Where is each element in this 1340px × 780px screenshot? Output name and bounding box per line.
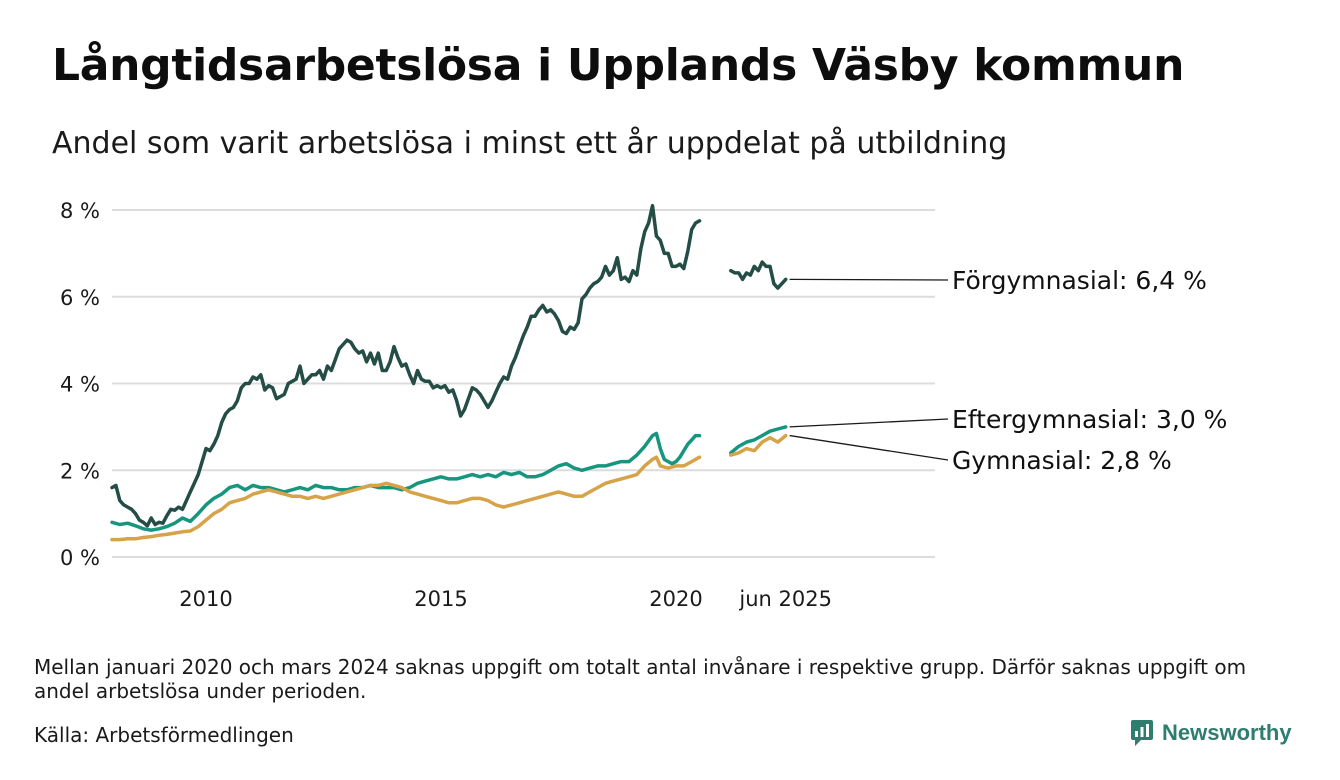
footnote: Mellan januari 2020 och mars 2024 saknas… [34, 655, 1247, 703]
series-label-gymnasial: Gymnasial: 2,8 % [952, 446, 1172, 475]
x-tick-label: 2015 [414, 587, 467, 611]
source-text: Källa: Arbetsförmedlingen [34, 723, 294, 747]
series-line-förgymnasial [729, 260, 788, 290]
series-label-eftergymnasial: Eftergymnasial: 3,0 % [952, 405, 1227, 434]
brand-logo[interactable]: Newsworthy [1130, 718, 1292, 748]
bar-chart-speech-bubble-icon [1131, 720, 1153, 746]
y-tick-label: 6 % [60, 286, 100, 310]
series-label-förgymnasial: Förgymnasial: 6,4 % [952, 266, 1207, 295]
x-tick-label: 2020 [649, 587, 702, 611]
page-title: Långtidsarbetslösa i Upplands Väsby komm… [52, 40, 1185, 91]
series-line-förgymnasial [110, 203, 702, 528]
y-axis-ticks: 0 % 2 % 4 % 6 % 8 % [60, 199, 100, 570]
series-line-eftergymnasial [110, 431, 702, 532]
label-leader-line [789, 418, 949, 428]
series-line-eftergymnasial [729, 425, 788, 455]
series-lines [110, 203, 788, 542]
label-leader-line [789, 278, 949, 281]
y-tick-label: 8 % [60, 199, 100, 223]
x-tick-label: 2010 [179, 587, 232, 611]
series-line-gymnasial [729, 433, 788, 457]
page-subtitle: Andel som varit arbetslösa i minst ett å… [52, 126, 1008, 161]
x-axis-ticks: 2010 2015 2020 jun 2025 [179, 587, 832, 611]
series-end-labels: Förgymnasial: 6,4 % Eftergymnasial: 3,0 %… [789, 266, 1227, 475]
line-chart: 0 % 2 % 4 % 6 % 8 % 2010 2015 2020 jun 2025 För… [60, 199, 1227, 611]
y-tick-label: 0 % [60, 546, 100, 570]
gridlines [112, 209, 935, 558]
x-tick-label: jun 2025 [738, 587, 832, 611]
series-line-gymnasial [110, 455, 702, 542]
y-tick-label: 4 % [60, 373, 100, 397]
label-leader-line [789, 434, 949, 461]
y-tick-label: 2 % [60, 459, 100, 483]
brand-name: Newsworthy [1162, 720, 1292, 745]
